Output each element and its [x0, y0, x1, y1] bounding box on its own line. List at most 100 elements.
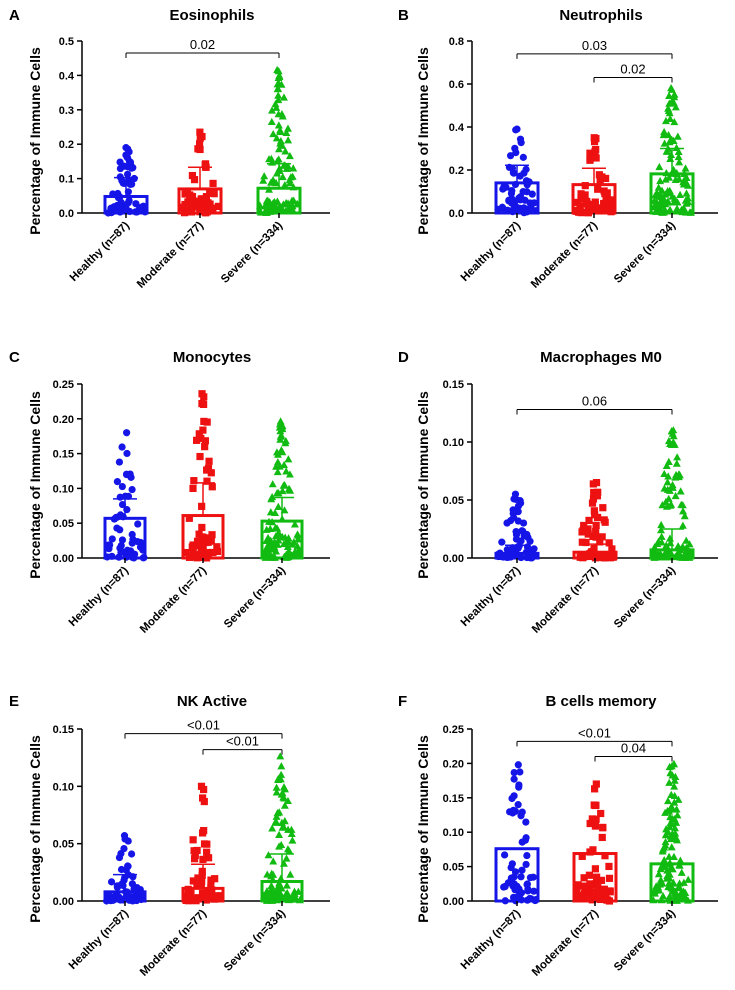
data-point	[677, 868, 686, 876]
data-point	[202, 895, 210, 903]
data-point	[510, 768, 518, 777]
data-point	[673, 204, 681, 212]
y-tick-label: 0.20	[443, 758, 464, 770]
y-axis-label: Percentage of Immune Cells	[27, 47, 43, 235]
data-point	[278, 141, 287, 149]
data-point	[279, 793, 288, 801]
data-point	[672, 834, 681, 842]
data-point	[276, 137, 285, 145]
data-point	[200, 826, 208, 835]
data-point	[663, 198, 672, 206]
data-point	[181, 200, 189, 209]
data-point	[189, 836, 197, 844]
data-point	[573, 207, 581, 215]
data-point	[277, 762, 286, 770]
data-point	[670, 791, 679, 800]
x-tick-label: Moderate (n=77)	[529, 220, 600, 291]
data-point	[588, 499, 597, 507]
data-point	[597, 809, 605, 818]
data-point	[664, 828, 673, 836]
data-point	[590, 488, 598, 497]
data-point	[263, 870, 272, 878]
data-point	[601, 189, 609, 198]
data-point	[116, 544, 124, 552]
p-value-label: 0.04	[621, 741, 646, 756]
data-point	[185, 205, 193, 213]
data-point	[264, 202, 273, 210]
data-point	[193, 197, 201, 205]
data-point	[267, 117, 276, 126]
data-point	[592, 801, 600, 809]
data-point	[133, 538, 142, 546]
data-point	[276, 752, 285, 760]
data-point	[593, 873, 601, 881]
data-point	[665, 852, 674, 860]
data-point	[198, 794, 207, 802]
data-point	[268, 106, 276, 114]
data-point	[591, 822, 600, 830]
data-point	[289, 537, 298, 546]
data-point	[203, 848, 211, 856]
data-point	[198, 523, 206, 532]
data-point	[278, 823, 287, 831]
data-point	[208, 204, 216, 212]
data-point	[271, 523, 280, 531]
data-point	[284, 796, 292, 805]
data-point	[657, 520, 666, 529]
data-point	[272, 788, 281, 796]
data-point	[280, 481, 289, 489]
data-point	[606, 887, 614, 895]
data-point	[128, 530, 136, 539]
data-point	[285, 485, 294, 493]
data-point	[583, 891, 591, 899]
points-0	[103, 429, 148, 562]
data-point	[670, 776, 679, 784]
data-point	[666, 812, 675, 821]
data-point	[651, 889, 659, 897]
data-point	[592, 521, 600, 529]
p-value-label: <0.01	[226, 734, 259, 749]
y-axis-label: Percentage of Immune Cells	[415, 735, 431, 923]
data-point	[523, 851, 531, 860]
data-point	[659, 193, 668, 201]
data-point	[203, 840, 211, 848]
data-point	[681, 549, 690, 557]
data-point	[656, 176, 665, 185]
data-point	[187, 889, 195, 897]
data-point	[519, 519, 528, 527]
data-point	[284, 124, 292, 132]
data-point	[578, 538, 586, 546]
data-point	[282, 198, 291, 207]
data-point	[281, 161, 290, 169]
data-point	[659, 891, 668, 900]
data-point	[278, 112, 287, 120]
data-point	[273, 488, 282, 497]
data-point	[262, 549, 271, 557]
y-tick-label: 0.25	[53, 379, 74, 391]
points-1	[573, 780, 614, 905]
data-point	[591, 511, 599, 519]
data-point	[514, 801, 522, 809]
data-point	[586, 819, 594, 828]
data-point	[668, 480, 677, 489]
data-point	[522, 860, 530, 869]
data-point	[668, 820, 677, 828]
data-point	[208, 483, 216, 491]
data-point	[128, 485, 136, 494]
y-tick-label: 0.10	[443, 437, 464, 449]
data-point	[588, 890, 597, 898]
data-point	[278, 486, 287, 495]
data-point	[574, 881, 582, 889]
data-point	[272, 448, 281, 456]
data-point	[272, 783, 281, 791]
y-axis-label: Percentage of Immune Cells	[415, 47, 431, 235]
data-point	[680, 512, 689, 520]
data-point	[670, 194, 679, 202]
panel-title: Neutrophils	[559, 7, 642, 24]
points-2	[259, 417, 305, 561]
panel-a: A Eosinophils Percentage of Immune Cells 0.…	[9, 7, 330, 291]
panel-c: C Monocytes Percentage of Immune Cells 0.00…	[9, 349, 330, 636]
x-tick-label: Severe (n=334)	[612, 220, 678, 286]
data-point	[528, 190, 536, 198]
x-tick-label: Healthy (n=87)	[68, 220, 132, 284]
